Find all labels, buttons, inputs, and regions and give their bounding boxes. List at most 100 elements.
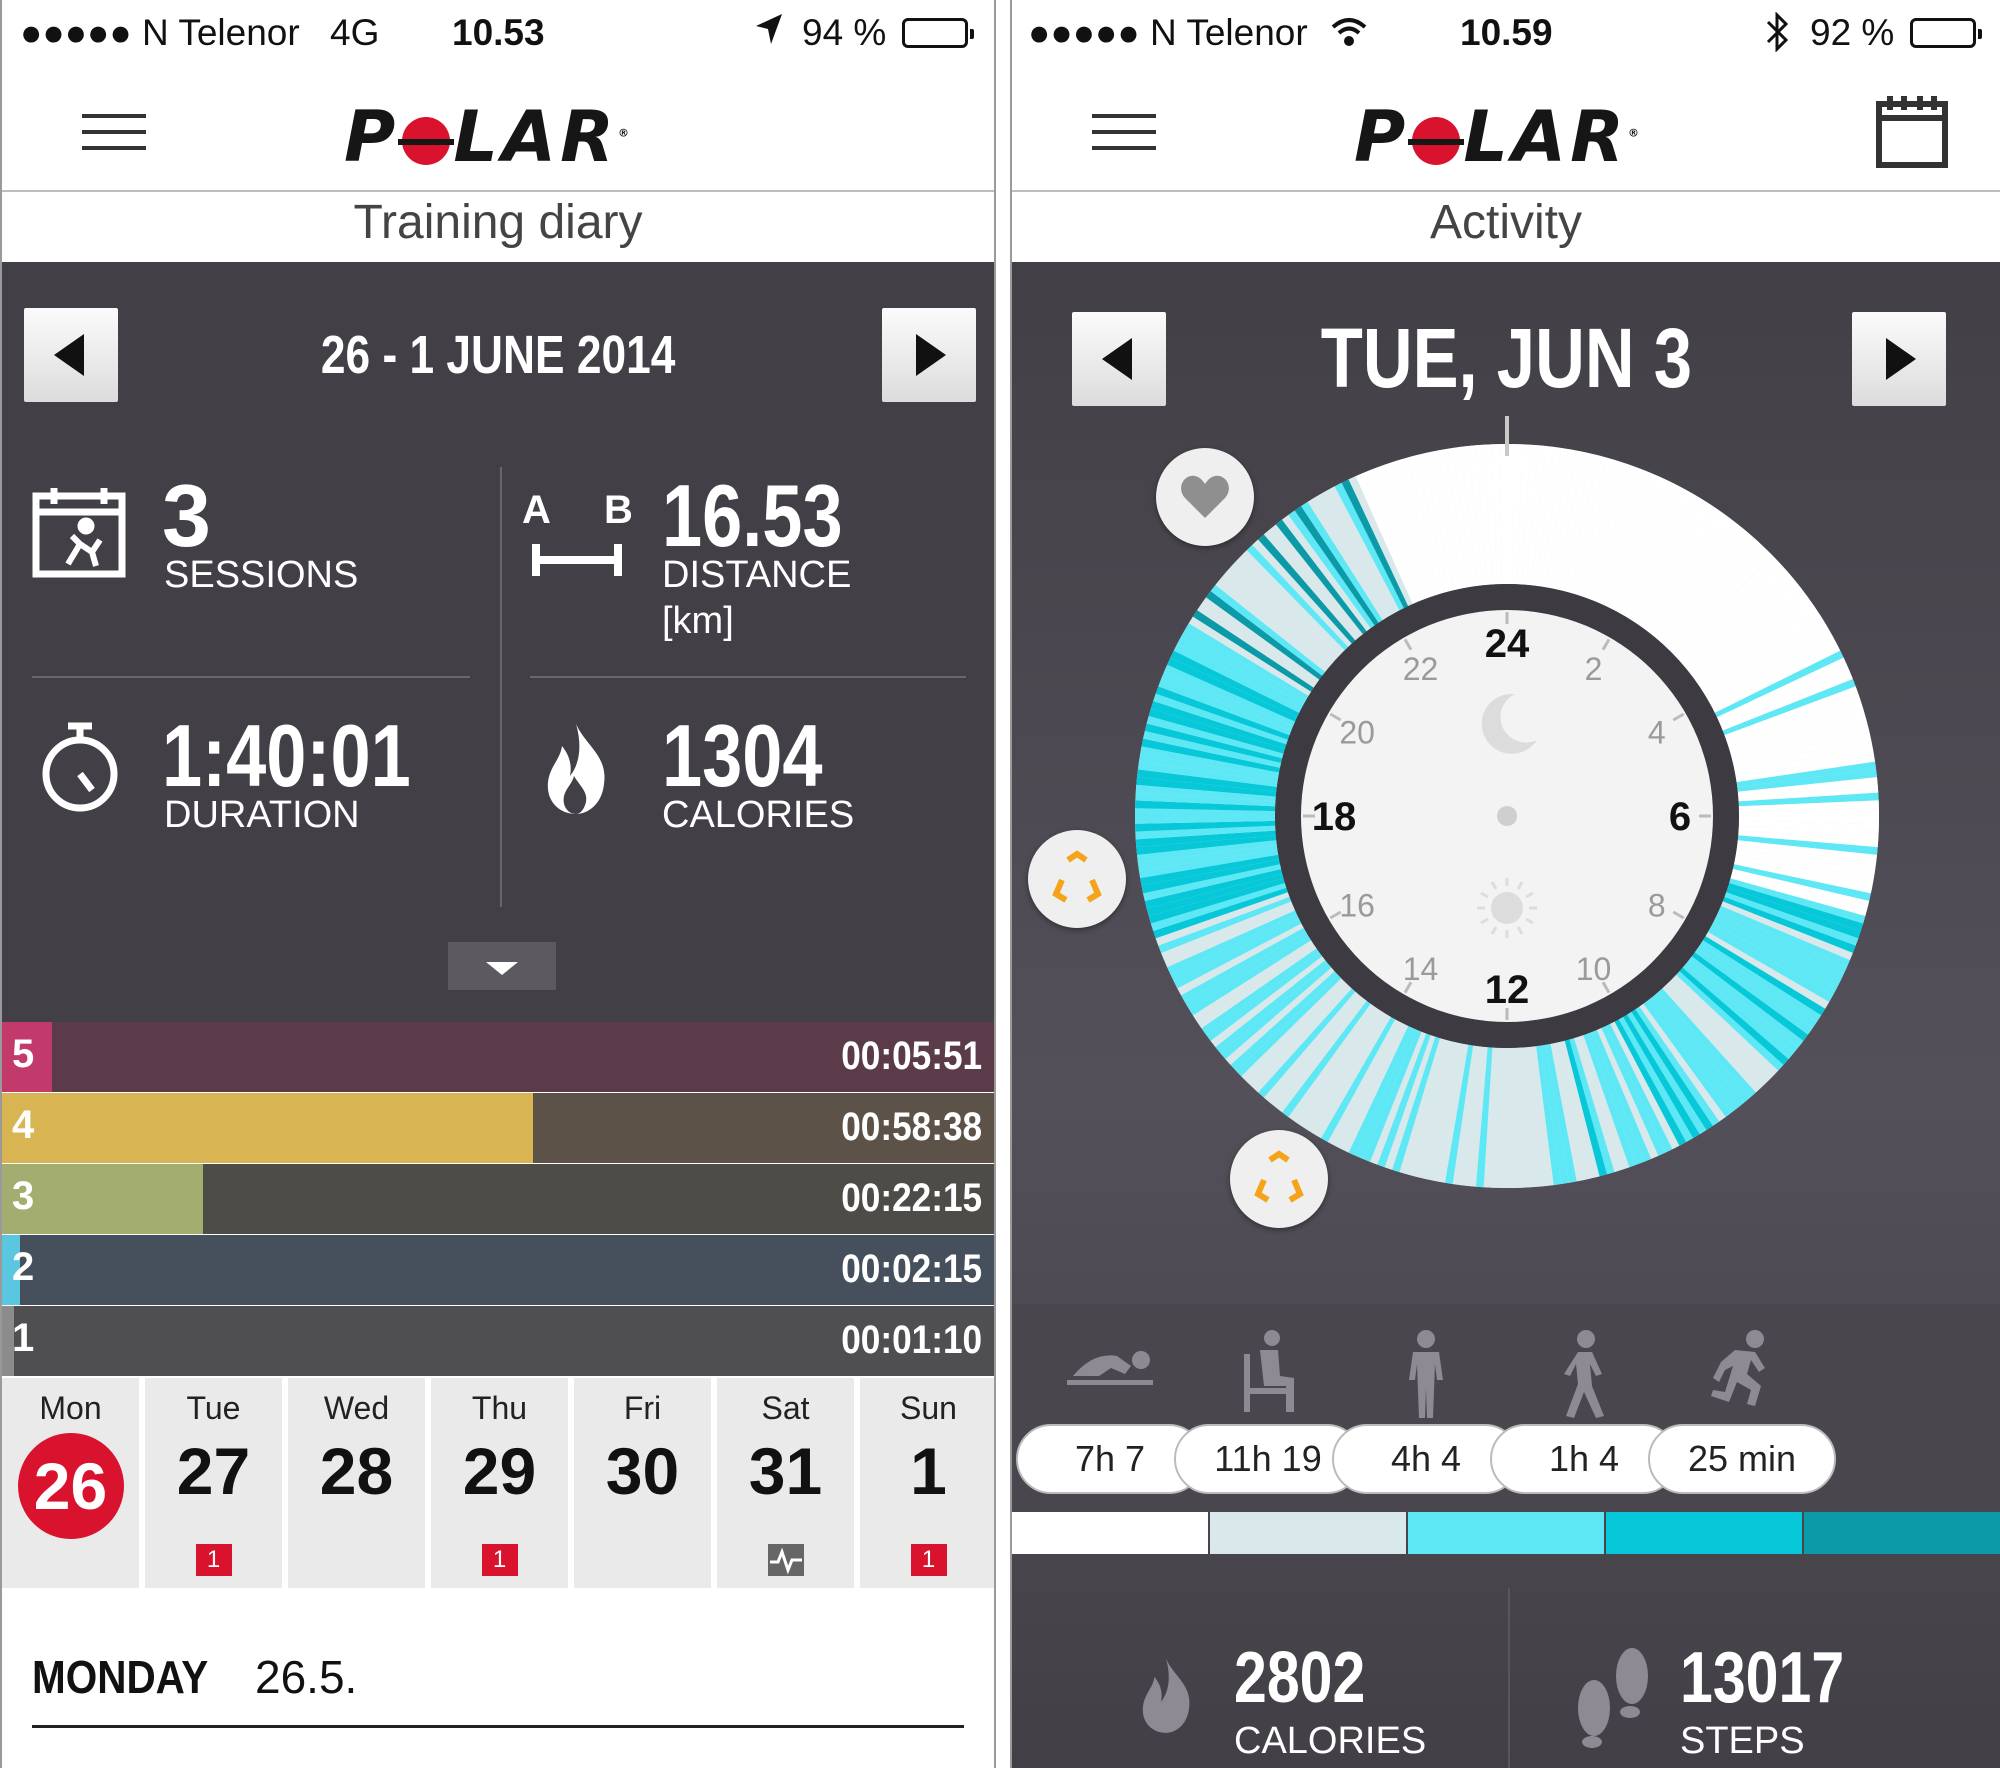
activity-segment [1511, 1047, 1523, 1188]
activity-segment [1610, 1021, 1680, 1150]
activity-segment [1716, 910, 1847, 975]
zone-time: 00:02:15 [841, 1247, 982, 1291]
activity-segment [1555, 1041, 1592, 1180]
calories-value: 1304 [662, 706, 823, 805]
day-cell-thu[interactable]: Thu 29 1 [431, 1378, 568, 1588]
activity-segment [1406, 1039, 1450, 1177]
day-cell-sun[interactable]: Sun 1 1 [860, 1378, 994, 1588]
activity-segment [1334, 1021, 1404, 1150]
activity-segment [1521, 1047, 1539, 1188]
activity-segment [1531, 1046, 1554, 1186]
day-cell-mon[interactable]: Mon 26 [2, 1378, 139, 1588]
activity-segment [1135, 800, 1276, 812]
activity-segment [1726, 693, 1861, 745]
sessions-label: SESSIONS [164, 554, 359, 596]
training-diary-screen: ●●●●● N Telenor 4G 10.53 94 % P LAR® Trai… [0, 0, 996, 1768]
activity-duration-3[interactable]: 1h 4 [1490, 1424, 1678, 1494]
next-week-button[interactable] [882, 308, 976, 402]
activity-segment [1136, 835, 1277, 855]
activity-segment [1143, 731, 1282, 768]
activity-segment [1729, 708, 1866, 754]
lying-icon [1016, 1330, 1204, 1395]
activity-segment [1348, 1025, 1413, 1156]
day-name: Sun [900, 1390, 957, 1426]
previous-week-button[interactable] [24, 308, 118, 402]
activity-segment [1230, 561, 1338, 661]
activity-segment [1161, 671, 1294, 731]
calories-label: CALORIES [662, 794, 855, 836]
day-cell-wed[interactable]: Wed 28 [288, 1378, 425, 1588]
activity-segment [1672, 974, 1779, 1077]
activity-segment [1452, 446, 1478, 587]
activity-segment [1437, 449, 1469, 589]
activity-segment [1406, 455, 1450, 593]
inactivity-alert-marker[interactable] [1230, 1130, 1328, 1228]
activity-segment [1246, 544, 1349, 651]
activity-segment [1150, 883, 1287, 931]
day-detail-header: MONDAY 26.5. [32, 1650, 357, 1704]
activity-segment [1153, 887, 1288, 939]
zone-fill-bar [2, 1235, 20, 1305]
activity-segment [1341, 1023, 1409, 1153]
activity-segment [1712, 643, 1841, 713]
steps-label: STEPS [1680, 1720, 1805, 1762]
activity-segment [1658, 534, 1756, 644]
status-bar: ●●●●● N Telenor 10.59 92 % [1012, 0, 2000, 64]
day-name: Fri [623, 1390, 662, 1426]
activity-segment [1685, 960, 1799, 1054]
activity-segment [1583, 1033, 1637, 1168]
activity-segment [1738, 808, 1879, 816]
activity-segment [1736, 761, 1877, 787]
activity-segment [1724, 892, 1859, 946]
day-cell-fri[interactable]: Fri 30 [574, 1378, 711, 1588]
menu-icon[interactable] [82, 110, 146, 154]
day-cell-tue[interactable]: Tue 27 1 [145, 1378, 282, 1588]
zone-fill-bar [2, 1306, 14, 1376]
activity-segment [1177, 636, 1304, 709]
activity-segment [1167, 657, 1298, 722]
activity-duration-1[interactable]: 11h 19 [1174, 1424, 1362, 1494]
activity-segment [1422, 452, 1459, 591]
heart-rate-marker[interactable] [1156, 448, 1254, 546]
activity-segment [1184, 623, 1309, 700]
activity-segment [1618, 1016, 1693, 1142]
activity-segment [1639, 510, 1726, 629]
clock-tick [1403, 638, 1413, 651]
activity-segment [1688, 956, 1804, 1048]
activity-duration-4[interactable]: 25 min [1648, 1424, 1836, 1494]
zone-row-3: 3 00:22:15 [2, 1164, 994, 1234]
activity-segment [1370, 467, 1427, 601]
activity-segment [1564, 1039, 1608, 1177]
activity-segment [1148, 878, 1285, 924]
activity-segment [1639, 1003, 1726, 1122]
calendar-icon[interactable] [1876, 94, 1948, 173]
activity-segment [1521, 444, 1539, 585]
activity-segment [1596, 473, 1659, 605]
previous-day-button[interactable] [1072, 312, 1166, 406]
activity-segment [1720, 901, 1853, 961]
menu-icon[interactable] [1092, 110, 1156, 154]
activity-segment [1275, 519, 1367, 635]
activity-segment [1241, 550, 1345, 654]
activity-segment [1282, 515, 1371, 632]
activity-segment [1718, 664, 1850, 727]
next-day-button[interactable] [1852, 312, 1946, 406]
day-name: Tue [186, 1390, 241, 1426]
activity-segment [1135, 808, 1276, 816]
expand-button[interactable] [448, 942, 556, 990]
activity-segment [1691, 952, 1808, 1041]
activity-segment [1724, 686, 1859, 740]
activity-segment [1153, 693, 1288, 745]
activity-segment [1669, 550, 1773, 654]
activity-duration-2[interactable]: 4h 4 [1332, 1424, 1520, 1494]
sitting-icon [1174, 1330, 1362, 1419]
activity-segment [1220, 963, 1332, 1060]
activity-segment [1155, 892, 1290, 946]
steps-value: 13017 [1680, 1638, 1845, 1718]
inactivity-alert-marker[interactable] [1028, 830, 1126, 928]
activity-segment [1235, 555, 1342, 658]
day-cell-sat[interactable]: Sat 31 [717, 1378, 854, 1588]
activity-segment [1188, 616, 1312, 696]
activity-segment [1569, 1038, 1615, 1175]
activity-segment [1161, 901, 1294, 961]
